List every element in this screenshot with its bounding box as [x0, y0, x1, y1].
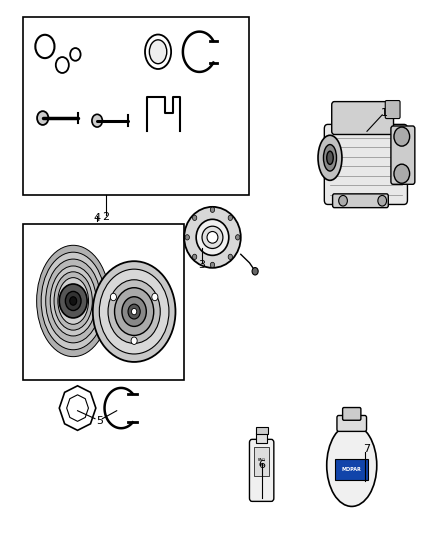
- Ellipse shape: [207, 231, 218, 243]
- Circle shape: [115, 288, 154, 335]
- Text: 6: 6: [258, 461, 265, 470]
- Text: PAG
OIL: PAG OIL: [258, 458, 266, 467]
- Text: 3: 3: [198, 260, 205, 270]
- Circle shape: [37, 111, 48, 125]
- Circle shape: [92, 114, 102, 127]
- Ellipse shape: [327, 424, 377, 506]
- Circle shape: [65, 292, 81, 311]
- Circle shape: [252, 268, 258, 275]
- Bar: [335, 459, 368, 480]
- Text: MOPAR: MOPAR: [342, 467, 362, 472]
- FancyBboxPatch shape: [332, 194, 389, 208]
- Circle shape: [339, 196, 347, 206]
- Ellipse shape: [318, 135, 342, 180]
- Ellipse shape: [327, 151, 333, 165]
- Circle shape: [70, 48, 81, 61]
- Circle shape: [185, 235, 189, 240]
- Ellipse shape: [202, 226, 223, 248]
- Circle shape: [228, 254, 233, 260]
- Ellipse shape: [58, 278, 88, 324]
- Ellipse shape: [46, 259, 101, 343]
- FancyBboxPatch shape: [337, 416, 367, 431]
- Ellipse shape: [149, 40, 167, 63]
- Circle shape: [236, 235, 240, 240]
- Circle shape: [192, 215, 197, 221]
- Bar: [23, 17, 250, 195]
- Circle shape: [394, 164, 410, 183]
- Circle shape: [210, 262, 215, 268]
- Circle shape: [56, 57, 69, 73]
- Circle shape: [228, 215, 233, 221]
- FancyBboxPatch shape: [385, 101, 400, 118]
- Circle shape: [152, 293, 158, 301]
- FancyBboxPatch shape: [332, 102, 393, 134]
- Circle shape: [70, 297, 77, 305]
- Ellipse shape: [50, 266, 96, 336]
- Circle shape: [128, 304, 140, 319]
- Bar: [254, 447, 269, 476]
- Text: 7: 7: [364, 445, 371, 455]
- FancyBboxPatch shape: [391, 126, 415, 184]
- Circle shape: [122, 297, 146, 326]
- Text: 5: 5: [96, 416, 103, 426]
- Polygon shape: [67, 395, 88, 421]
- Bar: [255, 427, 268, 433]
- Ellipse shape: [196, 219, 229, 255]
- FancyBboxPatch shape: [343, 408, 361, 420]
- Circle shape: [192, 254, 197, 260]
- Circle shape: [59, 284, 87, 318]
- Ellipse shape: [184, 207, 241, 268]
- Circle shape: [110, 293, 117, 301]
- Circle shape: [99, 269, 169, 354]
- Text: 2: 2: [102, 212, 110, 222]
- Circle shape: [394, 127, 410, 146]
- Ellipse shape: [41, 252, 105, 350]
- Bar: [23, 224, 184, 381]
- Ellipse shape: [54, 272, 92, 330]
- Circle shape: [378, 196, 387, 206]
- Circle shape: [108, 280, 160, 343]
- Text: 1: 1: [381, 108, 388, 118]
- Bar: [256, 433, 267, 442]
- Circle shape: [210, 207, 215, 213]
- Ellipse shape: [145, 35, 171, 69]
- FancyBboxPatch shape: [250, 439, 274, 502]
- Ellipse shape: [37, 245, 110, 357]
- Circle shape: [131, 309, 137, 315]
- Polygon shape: [59, 386, 96, 430]
- Ellipse shape: [323, 144, 336, 171]
- FancyBboxPatch shape: [324, 124, 407, 205]
- Circle shape: [131, 337, 137, 344]
- Circle shape: [93, 261, 176, 362]
- Circle shape: [35, 35, 54, 58]
- Text: 4: 4: [94, 213, 101, 223]
